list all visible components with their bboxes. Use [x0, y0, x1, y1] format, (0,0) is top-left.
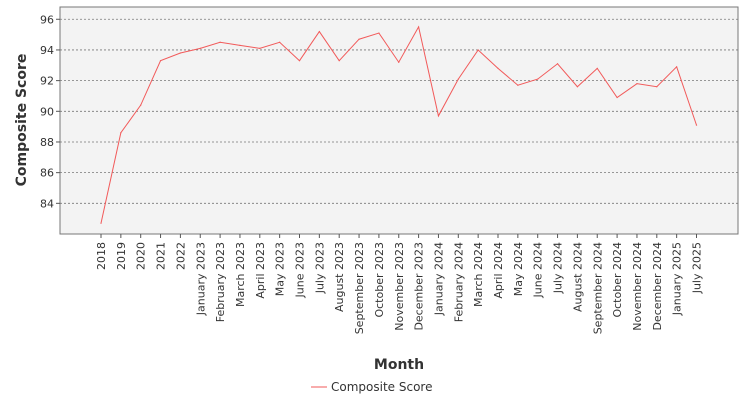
data-point: [120, 132, 122, 134]
y-tick-label: 88: [40, 136, 54, 149]
x-tick-label: November 2024: [631, 242, 644, 331]
data-point: [199, 47, 201, 50]
x-tick-label: August 2024: [571, 242, 584, 312]
data-point: [616, 96, 618, 99]
x-tick-label: March 2023: [234, 242, 247, 307]
x-tick-label: January 2024: [432, 242, 445, 316]
x-tick-label: April 2024: [492, 242, 505, 299]
data-point: [398, 61, 400, 63]
y-tick-label: 86: [40, 167, 54, 180]
y-tick-label: 92: [40, 75, 54, 88]
data-point: [556, 63, 559, 65]
data-point: [298, 60, 301, 62]
data-point: [517, 84, 519, 86]
x-tick-label: December 2023: [413, 242, 426, 331]
x-tick-label: 2020: [135, 242, 148, 270]
x-tick-label: April 2023: [254, 242, 267, 299]
x-tick-label: January 2023: [194, 242, 207, 316]
gridlines: [60, 18, 738, 204]
y-tick-label: 96: [40, 13, 54, 26]
data-point: [338, 60, 340, 62]
data-point: [418, 26, 420, 28]
y-tick-label: 90: [40, 105, 54, 118]
data-point: [576, 86, 579, 88]
x-tick-label: 2018: [95, 242, 108, 270]
data-point: [219, 41, 221, 43]
x-tick-label: June 2024: [532, 242, 545, 298]
legend: Composite Score: [311, 380, 432, 394]
data-point: [695, 124, 698, 126]
y-tick-label: 94: [40, 44, 54, 57]
x-tick-label: July 2023: [313, 242, 326, 294]
data-point: [318, 30, 320, 33]
x-tick-label: May 2024: [512, 242, 525, 296]
data-point: [596, 67, 598, 69]
data-point: [279, 41, 281, 43]
data-point: [358, 38, 360, 40]
data-point: [140, 104, 142, 106]
data-point: [497, 67, 499, 69]
data-point: [100, 222, 102, 224]
series-lines: [100, 25, 698, 224]
x-axis-ticks: 2018 2019 2020 2021 2022 January 2023 February…: [95, 234, 704, 334]
plot-area: [59, 6, 739, 235]
legend-label: Composite Score: [331, 380, 432, 394]
x-tick-label: 2021: [155, 242, 168, 270]
x-axis-title: Month: [374, 357, 424, 373]
y-axis-ticks: 84 86 88 90 92 94 96: [40, 13, 60, 210]
x-tick-label: February 2024: [452, 242, 465, 322]
x-tick-label: November 2023: [393, 242, 406, 331]
data-point: [239, 44, 241, 46]
data-point: [636, 83, 638, 85]
data-point: [457, 78, 459, 80]
y-tick-label: 84: [40, 197, 54, 210]
data-point: [437, 115, 440, 117]
data-point: [656, 86, 658, 88]
x-tick-label: May 2023: [274, 242, 287, 296]
x-tick-label: October 2023: [373, 242, 386, 318]
x-tick-label: March 2024: [472, 242, 485, 307]
x-tick-label: July 2025: [691, 242, 704, 294]
x-tick-label: February 2023: [214, 242, 227, 322]
data-point: [537, 78, 539, 80]
x-tick-label: 2022: [174, 242, 187, 270]
x-tick-label: September 2024: [591, 242, 604, 334]
x-tick-label: September 2023: [353, 242, 366, 334]
x-tick-label: January 2025: [671, 242, 684, 316]
data-point: [159, 60, 162, 62]
x-tick-label: August 2023: [333, 242, 346, 312]
x-tick-label: July 2024: [552, 242, 565, 294]
x-tick-label: 2019: [115, 242, 128, 270]
data-point: [378, 32, 380, 34]
data-point: [676, 66, 678, 68]
x-tick-label: October 2024: [611, 242, 624, 318]
x-tick-label: June 2023: [294, 242, 307, 298]
data-point: [259, 47, 261, 50]
y-axis-title: Composite Score: [14, 54, 30, 187]
data-point: [477, 49, 479, 51]
x-tick-label: December 2024: [651, 242, 664, 331]
data-point: [179, 52, 181, 54]
